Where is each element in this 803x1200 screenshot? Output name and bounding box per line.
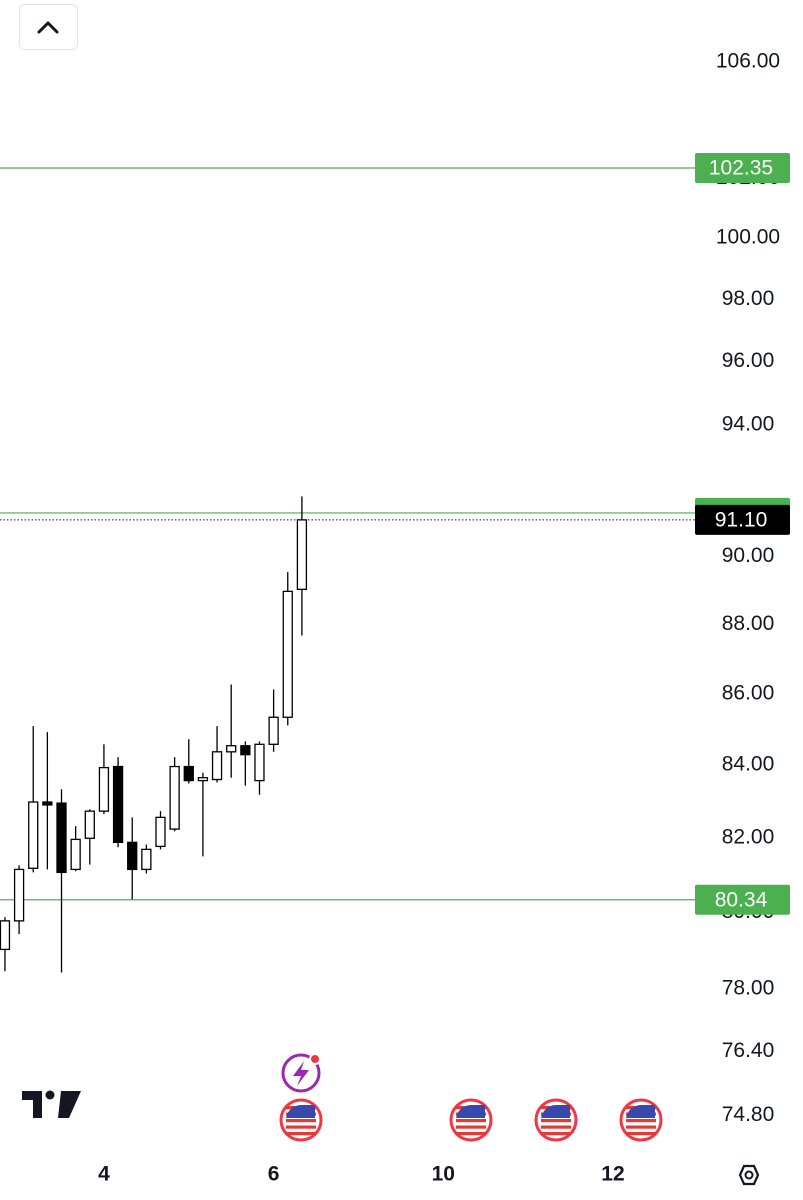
y-tick-label: 76.40 — [722, 1039, 775, 1062]
y-tick-label: 86.00 — [722, 682, 775, 705]
y-tick-label: 106.00 — [716, 50, 780, 73]
y-tick-label: 90.00 — [722, 544, 775, 567]
flag-stripe[interactable] — [541, 1119, 571, 1123]
flag-stripe[interactable] — [286, 1119, 316, 1123]
level-label-bg — [695, 152, 790, 183]
flag-stripe[interactable] — [541, 1125, 571, 1129]
settings-icon[interactable] — [738, 1164, 760, 1186]
candle-body — [240, 745, 251, 756]
flag-icons — [279, 1098, 663, 1142]
y-tick-label: 78.00 — [722, 977, 775, 1000]
candle-body — [84, 810, 95, 839]
candle-body — [197, 777, 209, 782]
candle-body — [254, 743, 265, 782]
flag-stripe[interactable] — [626, 1132, 656, 1136]
flag-canton[interactable] — [456, 1105, 485, 1120]
level-label: 80.34 — [715, 888, 768, 911]
plot-layer — [0, 167, 695, 973]
flag-stripe[interactable] — [626, 1125, 656, 1129]
candle-body — [127, 841, 138, 871]
chevron-up[interactable] — [37, 21, 59, 34]
candle-body — [13, 868, 25, 922]
candle-body — [28, 801, 39, 869]
logo-shape[interactable] — [22, 1091, 42, 1118]
x-tick-label: 4 — [98, 1163, 110, 1186]
candle-body — [98, 766, 110, 812]
x-tick-label: 6 — [268, 1163, 280, 1186]
y-tick-label: 100.00 — [716, 226, 780, 249]
flag-stripe[interactable] — [456, 1132, 486, 1136]
y-tick-label: 98.00 — [722, 287, 775, 310]
candle-body — [42, 801, 53, 806]
flag-icon[interactable] — [619, 1098, 663, 1142]
candle-body — [141, 848, 152, 871]
candle-body — [169, 765, 180, 830]
candle-body — [0, 920, 11, 951]
y-tick-label: 74.80 — [722, 1103, 775, 1126]
flag-icon[interactable] — [279, 1098, 323, 1142]
candle-body — [155, 816, 166, 848]
event-icon[interactable] — [281, 1053, 321, 1093]
flag-stripe[interactable] — [286, 1125, 316, 1129]
last-price-label: 91.10 — [715, 508, 768, 531]
flag-canton[interactable] — [541, 1105, 570, 1120]
level-label-bg — [695, 884, 790, 915]
y-tick-label: 96.00 — [722, 349, 775, 372]
y-tick-label: 84.00 — [722, 753, 775, 776]
x-tick-label: 12 — [601, 1163, 624, 1186]
flag-stripe[interactable] — [456, 1125, 486, 1129]
flag-stripe[interactable] — [286, 1132, 316, 1136]
candle-body — [226, 745, 237, 753]
settings-icon-center[interactable] — [744, 1170, 754, 1180]
event-dot[interactable] — [309, 1053, 321, 1065]
x-tick-label: 10 — [432, 1163, 455, 1186]
logo-shape[interactable] — [58, 1091, 81, 1118]
candle-body — [268, 716, 279, 745]
flag-stripe[interactable] — [626, 1119, 656, 1123]
y-tick-label: 82.00 — [722, 825, 775, 848]
collapse-button[interactable] — [19, 4, 78, 50]
candle-body — [112, 765, 124, 843]
candle-body — [56, 802, 67, 874]
candle-body — [211, 751, 223, 781]
button-frame[interactable] — [19, 4, 78, 50]
y-tick-label: 88.00 — [722, 612, 775, 635]
candle-body — [296, 519, 308, 590]
logo-dot[interactable] — [45, 1090, 55, 1100]
flag-canton[interactable] — [286, 1105, 315, 1120]
flag-canton[interactable] — [626, 1105, 655, 1120]
candle-body — [282, 590, 293, 718]
lightning[interactable] — [293, 1061, 309, 1086]
last-price-bg — [695, 504, 790, 535]
flag-icon[interactable] — [534, 1098, 578, 1142]
y-tick-label: 94.00 — [722, 413, 775, 436]
logo[interactable] — [22, 1090, 81, 1119]
axis-layer: 106.00102.00100.0098.0096.0094.0090.0088… — [98, 50, 780, 1186]
flag-icon[interactable] — [449, 1098, 493, 1142]
candle-body — [70, 838, 81, 871]
flag-stripe[interactable] — [541, 1132, 571, 1136]
flag-stripe[interactable] — [456, 1119, 486, 1123]
level-label: 102.35 — [709, 157, 773, 180]
candle-body — [183, 765, 194, 782]
